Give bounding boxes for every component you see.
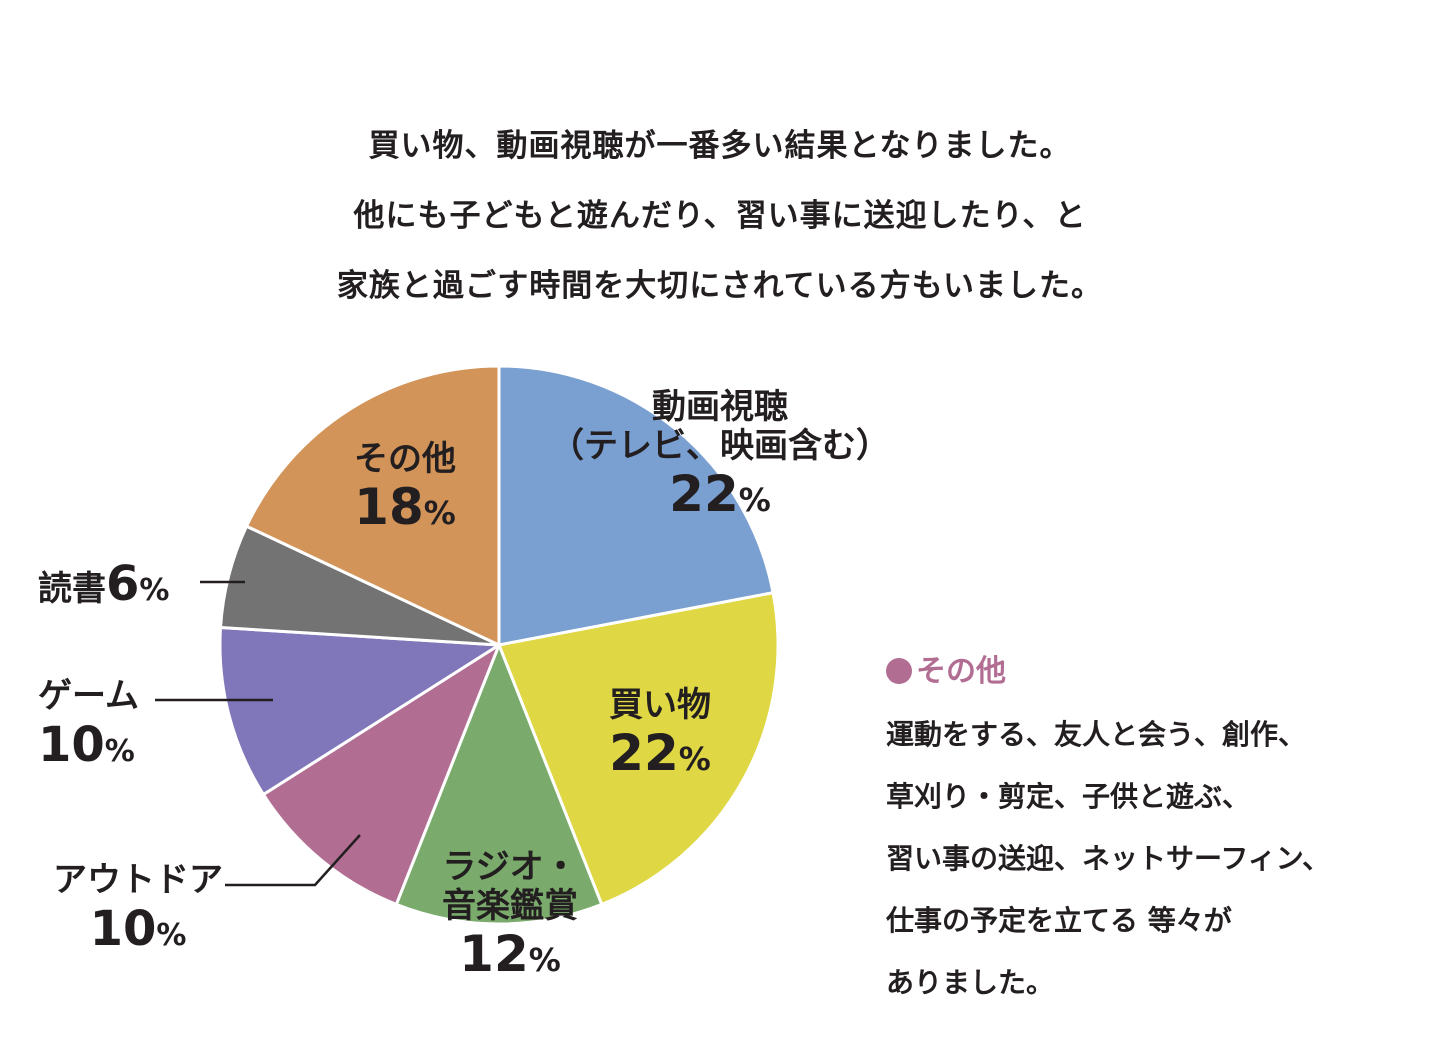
slice-name: （テレビ、映画含む） — [550, 426, 890, 467]
slice-name: 買い物 — [609, 685, 711, 725]
leader-lines — [155, 580, 361, 887]
slice-name: 音楽鑑賞 — [442, 886, 578, 927]
other-note-line: 仕事の予定を立てる 等々が — [886, 904, 1232, 937]
pie-slice — [497, 364, 775, 647]
pie-slice — [497, 591, 780, 906]
other-note: その他 運動をする、友人と会う、創作、 草刈り・剪定、子供と遊ぶ、 習い事の送迎… — [886, 648, 1426, 1014]
slice-label-game: ゲーム 10% — [38, 676, 139, 774]
other-note-line: 運動をする、友人と会う、創作、 — [886, 718, 1307, 751]
slice-percent: 22% — [669, 465, 771, 524]
pie-slice — [245, 364, 501, 647]
slice-name: アウトドア — [53, 860, 223, 900]
leader-line-outdoor — [225, 834, 361, 887]
intro-line: 買い物、動画視聴が一番多い結果となりました。 — [368, 128, 1072, 164]
other-note-line: 草刈り・剪定、子供と遊ぶ、 — [886, 780, 1251, 813]
slice-name: ラジオ・ — [442, 847, 578, 887]
slice-name: 読書 — [38, 569, 106, 609]
slice-percent: 10% — [89, 900, 187, 957]
slice-name: 動画視聴 — [652, 387, 788, 427]
slice-name: ゲーム — [38, 676, 139, 716]
intro-line: 家族と過ごす時間を大切にされている方もいました。 — [336, 268, 1104, 304]
other-note-title: その他 — [916, 654, 1006, 689]
bullet-icon — [886, 658, 912, 684]
slice-percent: 22% — [609, 724, 711, 783]
slice-label-video: 動画視聴 （テレビ、映画含む） 22% — [530, 387, 910, 524]
slice-percent: 12% — [459, 925, 561, 984]
pie-slice — [261, 643, 501, 906]
slice-label-outdoor: アウトドア 10% — [38, 860, 238, 958]
pie-slice — [394, 643, 604, 926]
slice-percent: 10% — [38, 716, 135, 773]
slice-label-radio: ラジオ・ 音楽鑑賞 12% — [400, 847, 620, 984]
intro-line: 他にも子どもと遊んだり、習い事に送迎したり、と — [353, 198, 1087, 234]
slice-percent: 6% — [106, 556, 170, 612]
intro-text: 買い物、動画視聴が一番多い結果となりました。 他にも子どもと遊んだり、習い事に送… — [0, 118, 1440, 328]
other-note-line: 習い事の送迎、ネットサーフィン、 — [886, 842, 1331, 875]
slice-label-shopping: 買い物 22% — [560, 685, 760, 783]
pie-slice — [218, 625, 501, 796]
slice-percent: 18% — [354, 478, 456, 537]
other-note-line: ありました。 — [886, 966, 1055, 999]
pie-slices — [218, 364, 780, 926]
slice-label-reading: 読書6% — [38, 556, 169, 614]
slice-name: その他 — [354, 439, 456, 479]
other-note-heading: その他 — [886, 648, 1426, 704]
slice-label-other: その他 18% — [305, 439, 505, 537]
